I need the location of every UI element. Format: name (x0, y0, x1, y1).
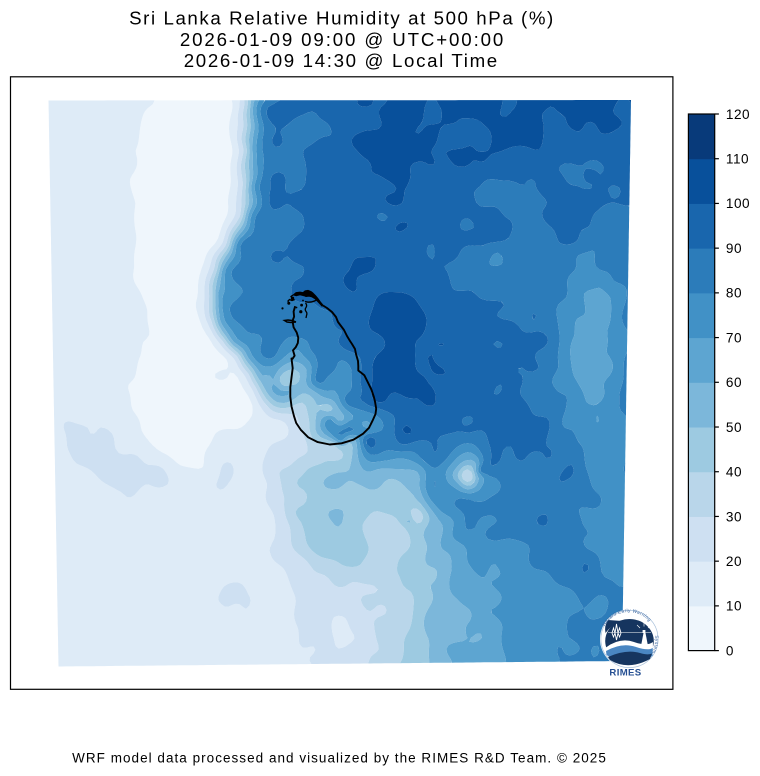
svg-text:60: 60 (726, 375, 742, 390)
svg-text:System: System (650, 635, 659, 654)
svg-text:110: 110 (726, 152, 749, 167)
svg-text:70: 70 (726, 330, 742, 345)
svg-text:50: 50 (726, 420, 742, 435)
svg-text:RIMES: RIMES (609, 668, 641, 679)
svg-text:30: 30 (726, 509, 742, 524)
svg-text:0: 0 (726, 643, 734, 658)
svg-text:Sri Lanka Relative Humidity at: Sri Lanka Relative Humidity at 500 hPa (… (129, 8, 555, 29)
svg-text:10: 10 (726, 599, 742, 614)
svg-text:2026-01-09 09:00 @ UTC+00:00: 2026-01-09 09:00 @ UTC+00:00 (180, 29, 505, 50)
svg-text:90: 90 (726, 241, 742, 256)
svg-text:100: 100 (726, 196, 750, 211)
svg-text:WRF model data processed and v: WRF model data processed and visualized … (72, 751, 607, 766)
svg-text:2026-01-09 14:30 @ Local Time: 2026-01-09 14:30 @ Local Time (184, 50, 499, 71)
svg-text:40: 40 (726, 465, 742, 480)
svg-text:20: 20 (726, 554, 742, 569)
svg-text:80: 80 (726, 286, 742, 301)
svg-text:120: 120 (726, 107, 750, 122)
